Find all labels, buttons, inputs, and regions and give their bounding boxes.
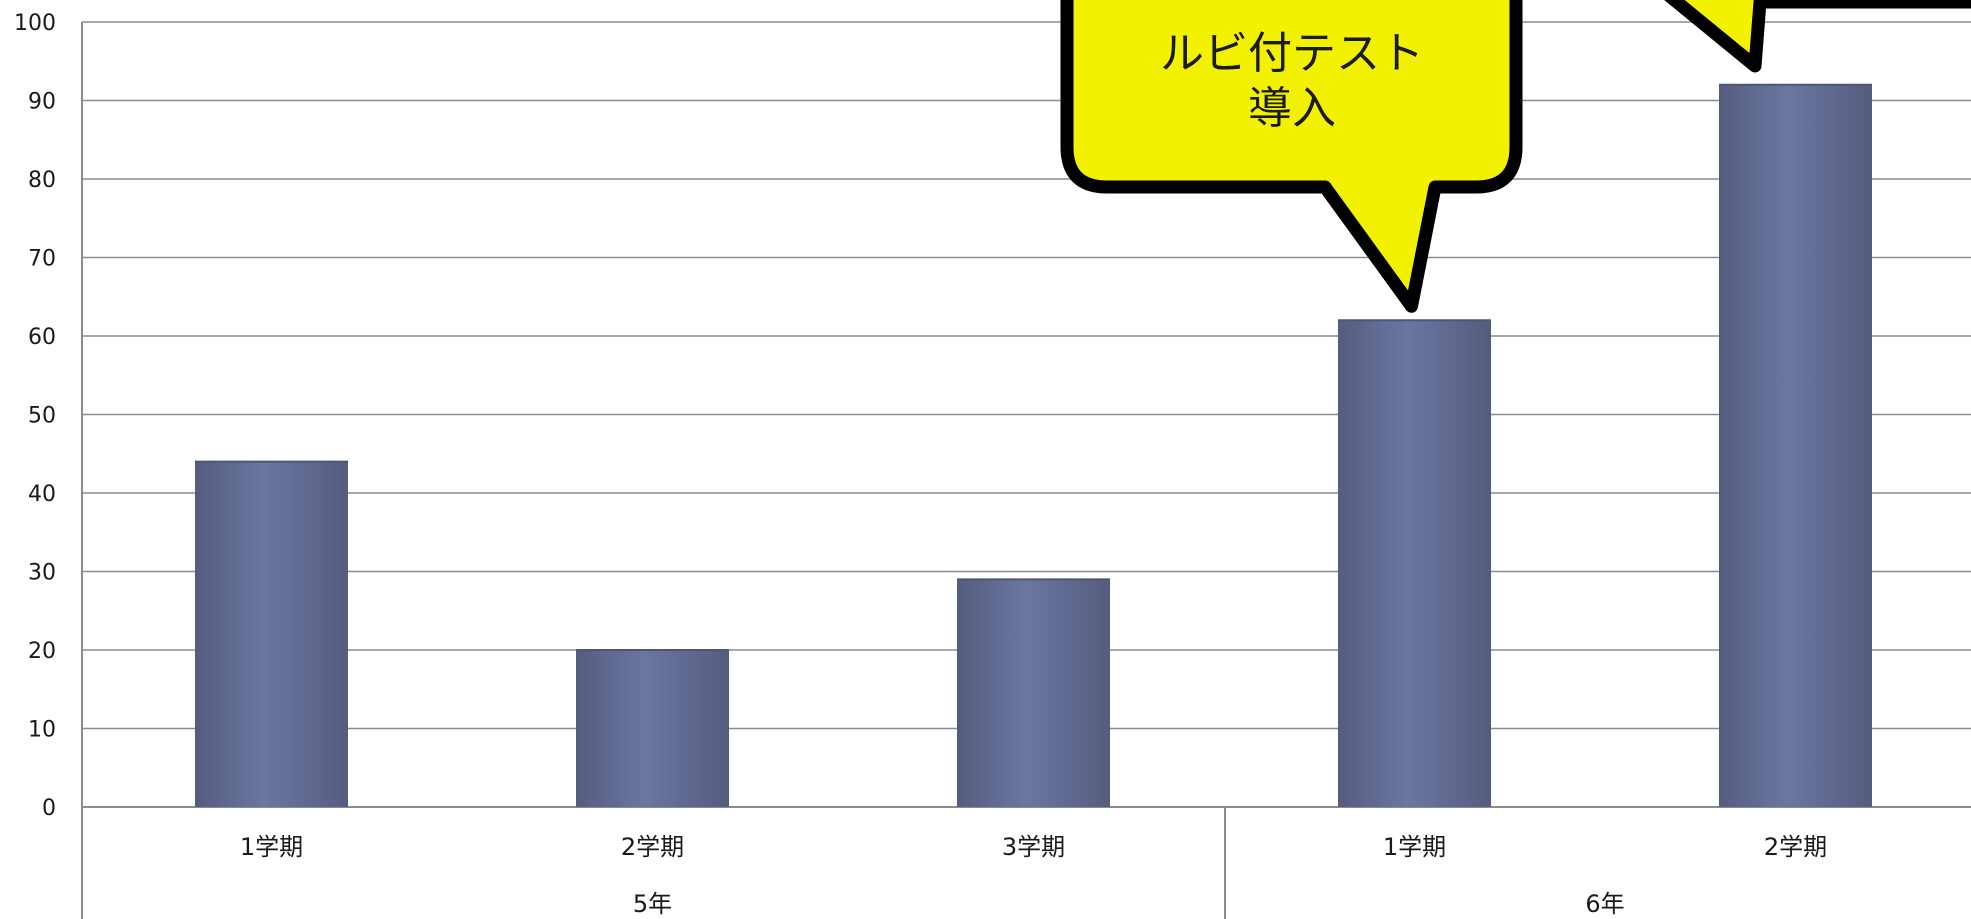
y-tick-label: 80 xyxy=(28,168,56,193)
bar xyxy=(1719,84,1872,808)
y-tick-label: 90 xyxy=(28,90,56,115)
y-tick-label: 60 xyxy=(28,325,56,350)
x-category-label: 1学期 xyxy=(240,833,303,861)
bar xyxy=(576,650,729,807)
callout-bubble xyxy=(1060,0,1523,313)
y-tick-label: 70 xyxy=(28,247,56,272)
x-group-label: 6年 xyxy=(1585,890,1624,918)
y-tick-label: 20 xyxy=(28,639,56,664)
y-tick-label: 30 xyxy=(28,561,56,586)
callout-bubble-cropped xyxy=(1664,0,1971,73)
y-tick-label: 10 xyxy=(28,718,56,743)
y-tick-label: 50 xyxy=(28,404,56,429)
tick-labels: 0 10 20 30 40 50 60 70 80 90 100 1学期 2学期 3学期 1学期 2学期 5年 6… xyxy=(14,11,1827,918)
callout-text-line: 導入 xyxy=(1248,83,1336,134)
bar xyxy=(195,461,348,807)
bar xyxy=(1338,320,1491,807)
y-tick-label: 100 xyxy=(14,11,56,36)
x-category-label: 1学期 xyxy=(1383,833,1446,861)
callout-text-line: ルビ付テスト xyxy=(1160,28,1424,79)
y-tick-label: 40 xyxy=(28,482,56,507)
x-category-label: 2学期 xyxy=(621,833,684,861)
bar xyxy=(957,579,1110,807)
gridlines xyxy=(82,21,1971,730)
bars xyxy=(195,83,1872,808)
x-category-label: 2学期 xyxy=(1764,833,1827,861)
x-group-label: 5年 xyxy=(633,890,672,918)
x-category-label: 3学期 xyxy=(1002,833,1065,861)
y-tick-label: 0 xyxy=(42,796,56,821)
